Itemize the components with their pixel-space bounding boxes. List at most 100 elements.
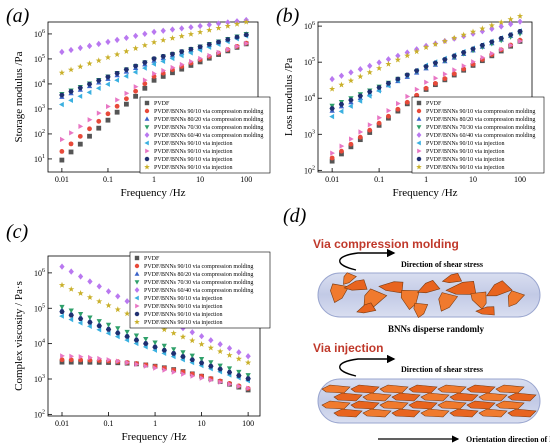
compression-molding-title: Via compression molding	[313, 237, 459, 251]
data-point	[77, 320, 83, 326]
data-point	[367, 122, 373, 128]
data-point	[423, 44, 430, 50]
bnn-flake	[378, 281, 404, 294]
data-point	[68, 312, 74, 318]
y-tick-label: 105	[304, 57, 315, 67]
legend-entry: PVDF/BNNs 90/10 via injection	[154, 141, 233, 147]
data-point	[188, 24, 194, 31]
legend-marker	[134, 295, 139, 301]
data-point	[77, 141, 83, 147]
data-point	[488, 22, 495, 29]
data-point	[115, 97, 120, 103]
data-point	[132, 69, 138, 75]
legend-entry: PVDF/BNNs 90/10 via injection	[426, 165, 505, 171]
data-point	[366, 69, 373, 75]
legend-marker	[416, 116, 422, 121]
data-point	[396, 100, 401, 107]
legend-marker	[144, 164, 150, 170]
aligned-bnn-flake	[466, 400, 496, 410]
data-point	[169, 51, 176, 57]
data-point	[227, 381, 233, 387]
data-point	[115, 293, 121, 300]
data-point	[97, 355, 103, 362]
data-point	[471, 59, 476, 65]
data-point	[124, 310, 131, 317]
data-point	[357, 134, 363, 140]
x-tick-label: 0.01	[55, 419, 69, 428]
data-point	[68, 357, 74, 363]
data-point	[68, 149, 74, 155]
data-point	[123, 101, 129, 107]
y-tick-label: 102	[34, 409, 45, 419]
data-point	[188, 50, 193, 56]
data-point	[169, 26, 176, 33]
data-point	[226, 366, 233, 372]
legend-entry: PVDF/BNNs 80/20 via compression molding	[144, 272, 253, 278]
data-point	[208, 360, 214, 365]
shear-direction-label-injection: Direction of shear stress	[401, 365, 483, 374]
data-point	[451, 71, 457, 77]
data-point	[95, 85, 101, 91]
bnn-flake	[343, 279, 368, 291]
bnn-flake	[343, 272, 357, 285]
data-point	[338, 81, 345, 88]
aligned-bnn-flake	[437, 384, 467, 394]
data-point	[206, 42, 212, 47]
legend-marker	[144, 132, 150, 138]
data-point	[87, 320, 93, 325]
aligned-bnn-flake	[466, 384, 496, 394]
data-point	[507, 16, 514, 22]
data-point	[104, 54, 111, 61]
legend-marker	[134, 319, 140, 325]
data-point	[114, 71, 120, 76]
data-point	[224, 22, 231, 29]
bnn-flake	[330, 283, 350, 303]
legend-marker	[417, 148, 422, 154]
legend-entry: PVDF	[154, 101, 170, 107]
legend-entry: PVDF/BNNs 70/30 via compression molding	[144, 280, 253, 286]
legend-marker	[134, 263, 140, 269]
data-point	[199, 333, 205, 340]
data-point	[217, 341, 223, 348]
legend-marker	[134, 280, 140, 285]
data-point	[87, 133, 92, 139]
data-point	[349, 136, 354, 142]
data-point	[206, 26, 213, 33]
data-point	[152, 70, 157, 77]
data-point	[178, 32, 185, 39]
data-point	[243, 18, 250, 25]
legend-marker	[144, 100, 150, 106]
data-point	[171, 347, 177, 352]
data-point	[357, 93, 363, 99]
data-point	[78, 316, 84, 321]
data-point	[68, 89, 74, 94]
data-point	[508, 20, 514, 28]
data-point	[59, 357, 65, 363]
data-point	[480, 54, 486, 61]
data-point	[395, 52, 401, 59]
data-point	[207, 344, 214, 351]
data-point	[414, 92, 420, 98]
data-point	[179, 66, 185, 72]
data-point	[59, 48, 65, 56]
data-point	[367, 89, 373, 94]
data-point	[142, 77, 148, 83]
data-point	[59, 309, 65, 314]
data-point	[357, 73, 364, 80]
data-point	[123, 67, 129, 72]
aligned-bnn-flake	[478, 408, 508, 418]
data-point	[169, 35, 176, 41]
bnn-flake	[507, 290, 526, 308]
data-point	[190, 373, 196, 379]
data-point	[68, 46, 74, 54]
data-point	[330, 150, 335, 156]
aligned-bnn-flake	[333, 392, 363, 402]
data-point	[489, 39, 495, 45]
data-point	[404, 99, 410, 105]
data-point	[179, 49, 185, 54]
aligned-bnn-flake	[321, 384, 351, 394]
data-point	[339, 151, 344, 157]
data-point	[199, 375, 205, 381]
data-point	[142, 60, 148, 65]
data-point	[233, 20, 241, 27]
